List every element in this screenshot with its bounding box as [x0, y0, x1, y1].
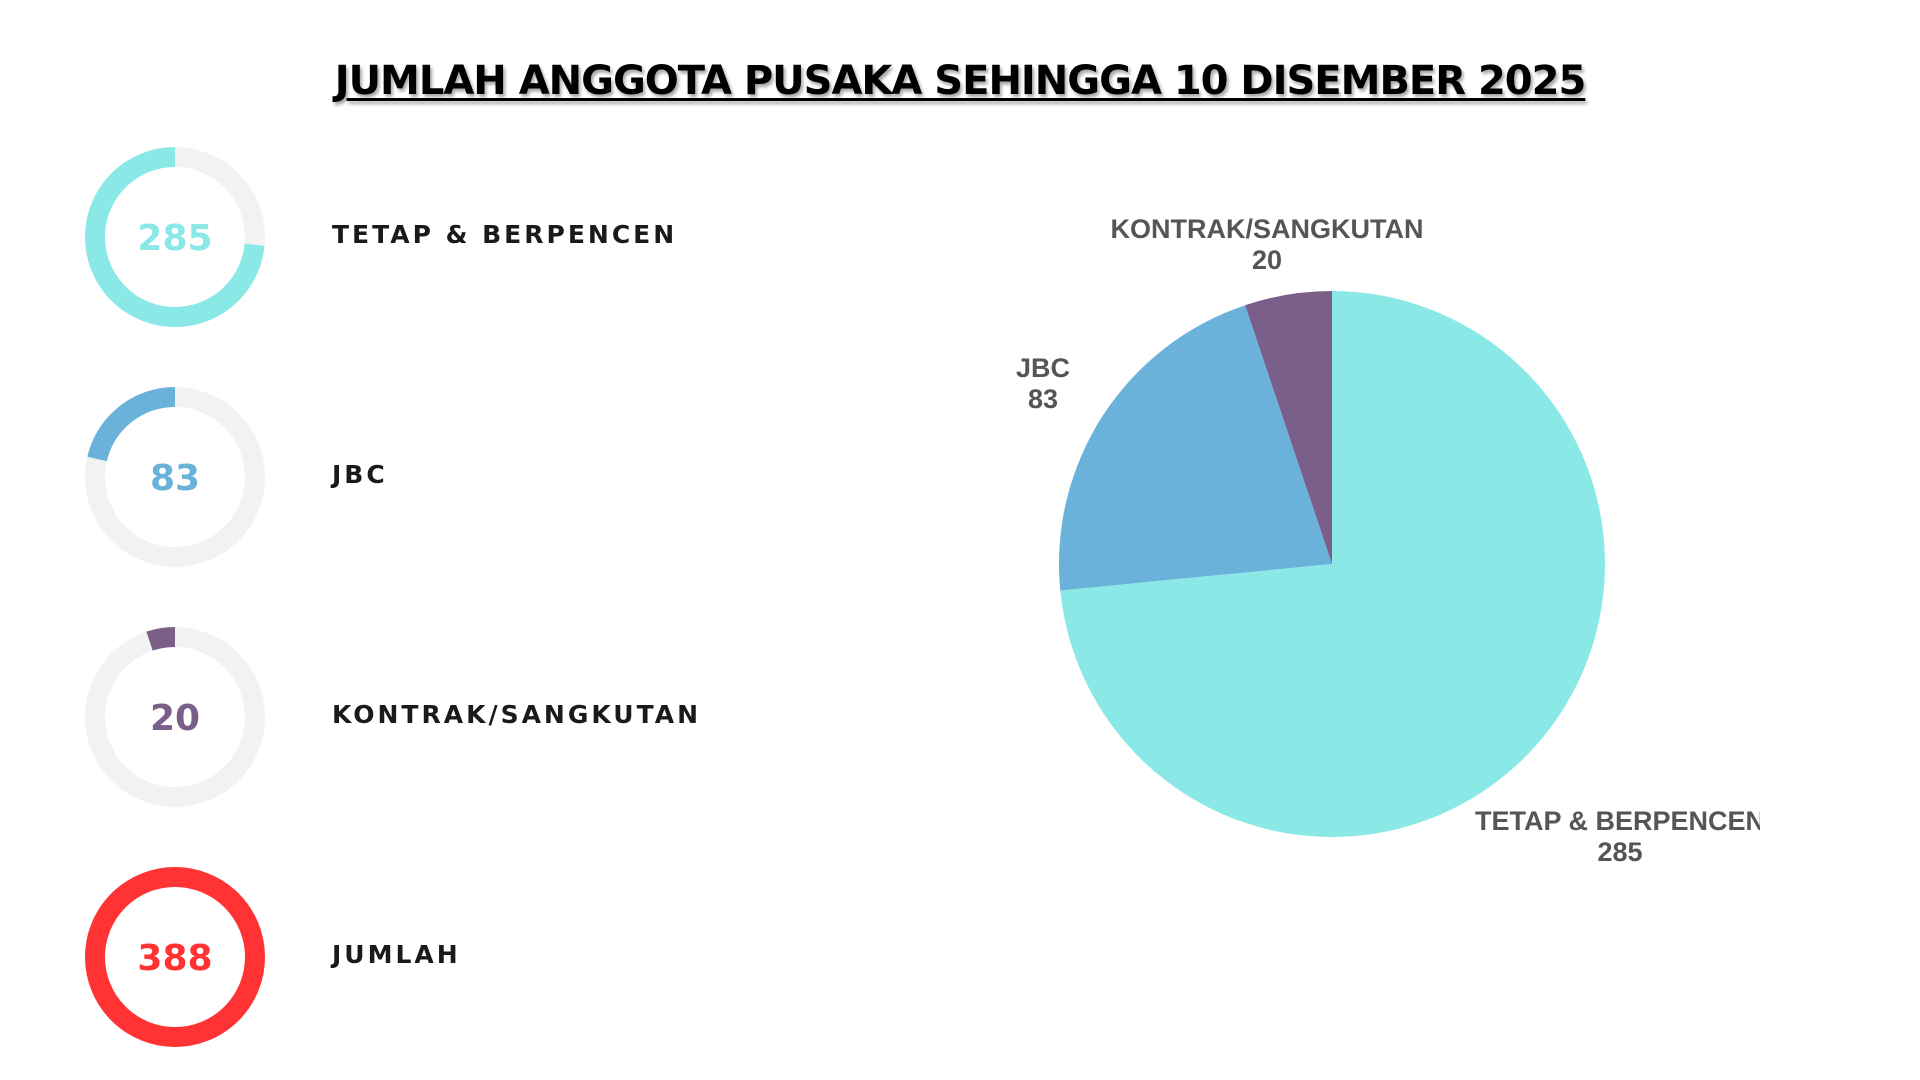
pie-slice-label: KONTRAK/SANGKUTAN — [1111, 214, 1424, 244]
ring-value: 285 — [137, 218, 212, 259]
ring-fill — [146, 627, 176, 651]
pie-slice-label: JBC — [1016, 353, 1070, 383]
pie-slice — [1060, 291, 1605, 837]
pie-slice-label: TETAP & BERPENCEN — [1475, 806, 1760, 836]
pie-slice — [1245, 291, 1332, 564]
ring-label: JUMLAH — [332, 940, 461, 969]
ring-fill — [85, 147, 265, 327]
ring-fill — [87, 387, 176, 462]
page-title: JUMLAH ANGGOTA PUSAKA SEHINGGA 10 DISEMB… — [334, 58, 1587, 104]
ring-indicator-row: 285 TETAP & BERPENCEN — [80, 142, 760, 332]
ring-gauge: 83 — [85, 387, 265, 567]
pie-slice-value: 83 — [1028, 384, 1058, 414]
pie-slice — [1059, 305, 1332, 591]
ring-gauge: 388 — [85, 867, 265, 1047]
ring-value: 388 — [137, 938, 212, 979]
ring-gauge: 20 — [85, 627, 265, 807]
ring-label: TETAP & BERPENCEN — [332, 220, 678, 249]
ring-label: KONTRAK/SANGKUTAN — [332, 700, 701, 729]
ring-gauge: 285 — [85, 147, 265, 327]
pie-slice-value: 285 — [1597, 837, 1642, 867]
ring-fill — [85, 867, 265, 1047]
pie-slice-value: 20 — [1252, 245, 1282, 275]
ring-value: 83 — [150, 458, 200, 499]
ring-value: 20 — [150, 698, 200, 739]
ring-indicator-row: 388 JUMLAH — [80, 862, 760, 1052]
ring-indicator-row: 20 KONTRAK/SANGKUTAN — [80, 622, 760, 812]
ring-indicator-row: 83 JBC — [80, 382, 760, 572]
ring-label: JBC — [332, 460, 388, 489]
